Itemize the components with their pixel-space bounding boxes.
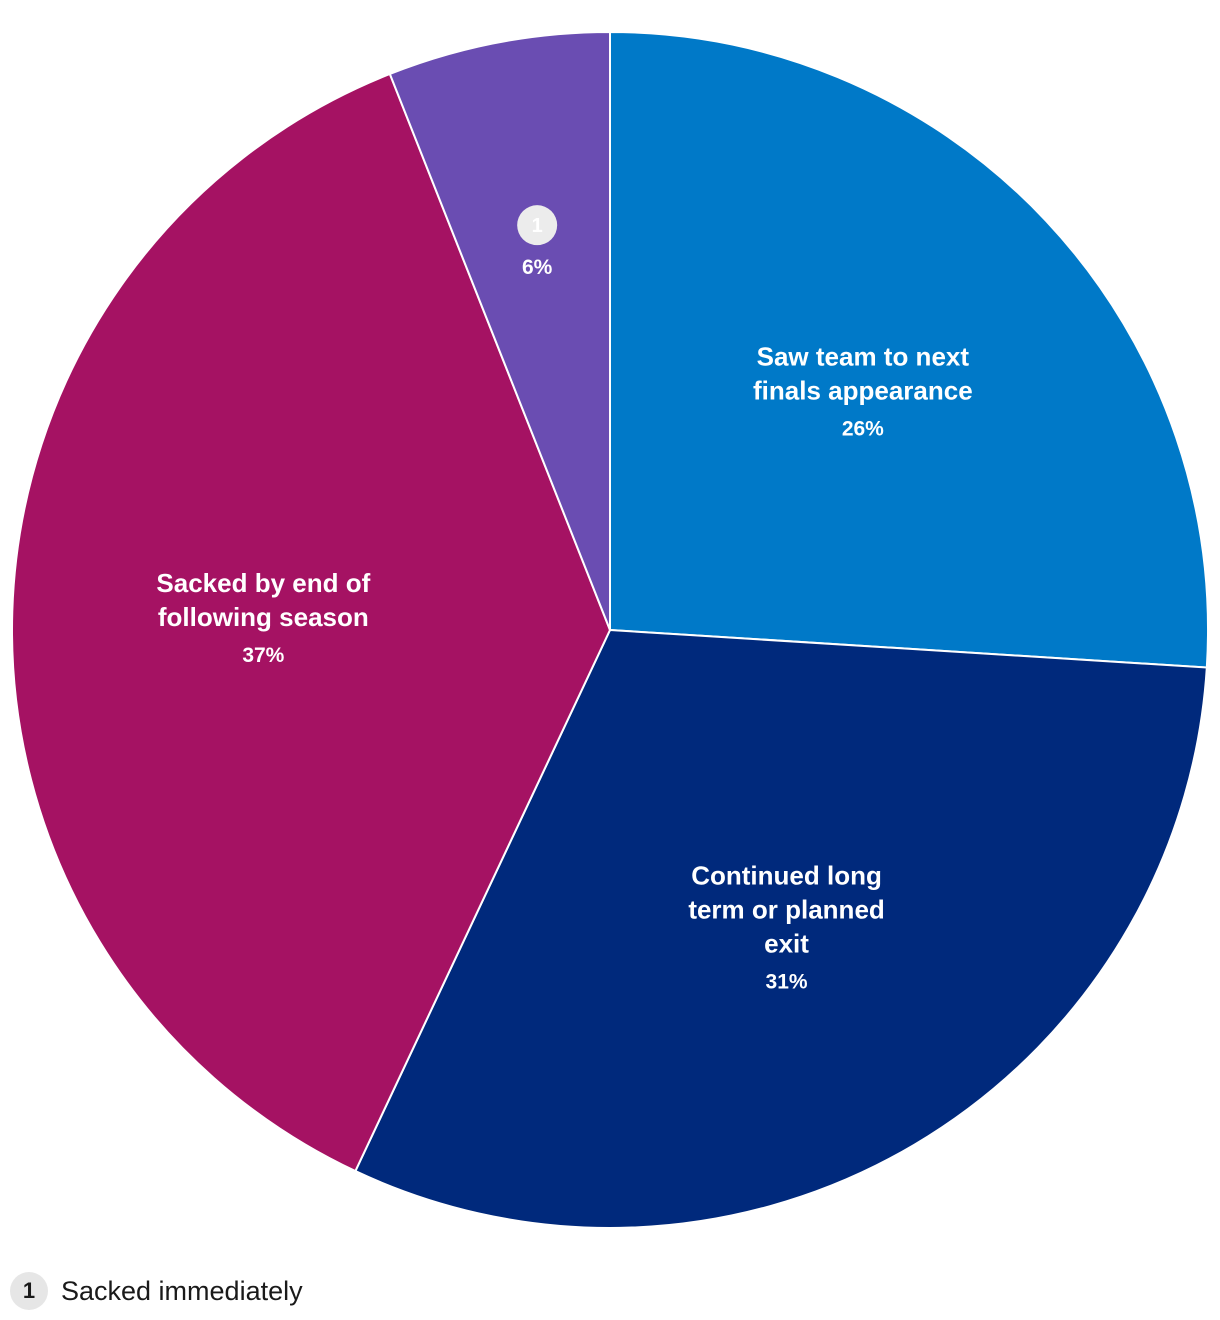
slice-marker-badge xyxy=(517,205,558,246)
pie-slice-saw-team-to-next-finals-appearance xyxy=(609,30,1209,669)
footnote-text: Sacked immediately xyxy=(61,1275,303,1306)
slice-label-line: Sacked by end of xyxy=(156,568,370,598)
slice-label-line: exit xyxy=(764,929,809,959)
slice-marker-number: 1 xyxy=(532,215,543,237)
footnote-marker-badge: 1 xyxy=(10,1272,48,1310)
slice-value-label: 6% xyxy=(522,256,553,279)
slice-label-line: term or planned xyxy=(688,895,884,925)
slice-value-label: 37% xyxy=(242,644,284,667)
pie-slice-continued-long-term-or-planned-exit xyxy=(354,628,1208,1230)
slice-label-line: Saw team to next xyxy=(757,342,970,372)
slice-label-line: finals appearance xyxy=(753,376,973,406)
slice-value-label: 26% xyxy=(842,418,884,441)
pie-chart: Saw team to next finals appearance 26% Cont… xyxy=(11,30,1209,1230)
pie-slice-sacked-immediately xyxy=(388,30,611,631)
slice-value-label: 31% xyxy=(766,971,808,994)
pie-slice-sacked-by-end-of-following-season xyxy=(11,72,612,1173)
slice-label-line: following season xyxy=(158,602,369,632)
slice-label-line: Continued long xyxy=(691,861,882,891)
footnote-legend: 1 Sacked immediately xyxy=(10,1272,303,1310)
